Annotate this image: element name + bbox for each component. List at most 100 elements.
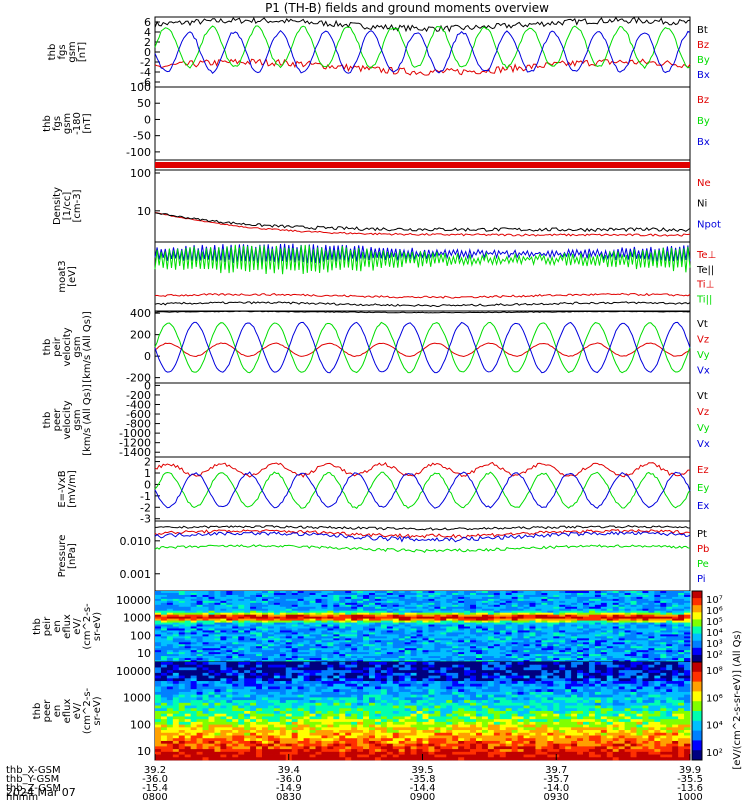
heatmap-cell: [220, 705, 227, 709]
heatmap-cell: [648, 658, 655, 661]
heatmap-cell: [392, 652, 400, 655]
heatmap-cell: [583, 702, 590, 706]
heatmap-cell: [583, 614, 590, 618]
heatmap-cell: [559, 686, 566, 690]
heatmap-cell: [529, 686, 536, 690]
heatmap-cell: [529, 594, 536, 598]
heatmap-cell: [273, 702, 281, 706]
heatmap-cell: [380, 675, 388, 679]
heatmap-cell: [446, 608, 453, 612]
heatmap-cell: [422, 686, 429, 690]
heatmap-cell: [487, 670, 495, 674]
heatmap-cell: [345, 632, 352, 635]
heatmap-cell: [678, 640, 685, 643]
heatmap-cell: [684, 596, 691, 600]
heatmap-cell: [404, 612, 412, 616]
heatmap-cell: [273, 600, 281, 604]
legend-entry: Ti⊥: [696, 280, 714, 291]
colorbar-swatch: [692, 647, 702, 651]
heatmap-cell: [380, 622, 388, 625]
heatmap-cell: [678, 660, 685, 663]
heatmap-cell: [155, 652, 162, 655]
heatmap-cell: [523, 700, 530, 704]
heatmap-cell: [594, 662, 602, 666]
heatmap-cell: [618, 606, 626, 610]
heatmap-cell: [386, 626, 394, 629]
heatmap-cell: [487, 608, 495, 612]
heatmap-cell: [339, 630, 346, 633]
heatmap-cell: [267, 656, 275, 659]
heatmap-cell: [547, 697, 554, 701]
heatmap-cell: [476, 640, 483, 643]
heatmap-cell: [523, 646, 530, 649]
heatmap-cell: [422, 654, 429, 657]
heatmap-cell: [190, 686, 198, 690]
heatmap-cell: [428, 694, 435, 698]
heatmap-cell: [452, 656, 459, 659]
heatmap-cell: [464, 626, 471, 629]
heatmap-cell: [517, 650, 524, 653]
heatmap-cell: [291, 600, 299, 604]
heatmap-cell: [565, 606, 572, 610]
heatmap-cell: [446, 681, 453, 685]
heatmap-cell: [416, 600, 423, 604]
heatmap-cell: [606, 648, 614, 651]
heatmap-cell: [529, 658, 536, 661]
heatmap-cell: [588, 642, 596, 645]
heatmap-cell: [612, 646, 620, 649]
heatmap-cell: [440, 670, 447, 674]
heatmap-cell: [410, 600, 417, 604]
heatmap-cell: [684, 656, 691, 659]
heatmap-cell: [202, 675, 209, 679]
heatmap-cell: [351, 694, 358, 698]
heatmap-cell: [369, 675, 376, 679]
heatmap-cell: [166, 638, 174, 641]
heatmap-cell: [672, 700, 679, 704]
heatmap-cell: [600, 622, 608, 625]
heatmap-cell: [684, 694, 691, 698]
heatmap-cell: [678, 632, 685, 635]
heatmap-cell: [446, 694, 453, 698]
heatmap-cell: [256, 594, 263, 598]
heatmap-cell: [588, 689, 596, 693]
heatmap-cell: [202, 689, 209, 693]
heatmap-cell: [220, 689, 227, 693]
heatmap-cell: [672, 602, 679, 606]
heatmap-cell: [464, 700, 471, 704]
heatmap-cell: [499, 620, 507, 623]
heatmap-cell: [452, 664, 459, 668]
heatmap-cell: [577, 638, 584, 641]
heatmap-cell: [577, 678, 584, 682]
heatmap-cell: [345, 630, 352, 633]
heatmap-cell: [642, 681, 649, 685]
heatmap-cell: [196, 702, 203, 706]
heatmap-cell: [565, 604, 572, 608]
heatmap-cell: [321, 705, 328, 709]
heatmap-cell: [279, 630, 287, 633]
heatmap-cell: [678, 638, 685, 641]
heatmap-cell: [363, 591, 370, 594]
heatmap-cell: [380, 646, 388, 649]
heatmap-cell: [422, 662, 429, 666]
heatmap-cell: [172, 702, 180, 706]
heatmap-cell: [553, 608, 560, 612]
heatmap-cell: [369, 650, 376, 653]
heatmap-cell: [499, 598, 507, 602]
heatmap-cell: [434, 594, 441, 598]
heatmap-cell: [684, 686, 691, 690]
heatmap-cell: [612, 672, 620, 677]
heatmap-cell: [363, 646, 370, 649]
heatmap-cell: [594, 664, 602, 668]
heatmap-cell: [476, 670, 483, 674]
heatmap-cell: [422, 591, 429, 594]
heatmap-cell: [481, 608, 489, 612]
heatmap-cell: [654, 642, 661, 645]
heatmap-cell: [220, 612, 227, 616]
heatmap-cell: [499, 638, 507, 641]
heatmap-cell: [452, 632, 459, 635]
heatmap-cell: [553, 658, 560, 661]
heatmap-cell: [321, 664, 328, 668]
heatmap-cell: [499, 616, 507, 620]
heatmap-cell: [404, 594, 412, 598]
heatmap-cell: [285, 626, 293, 629]
